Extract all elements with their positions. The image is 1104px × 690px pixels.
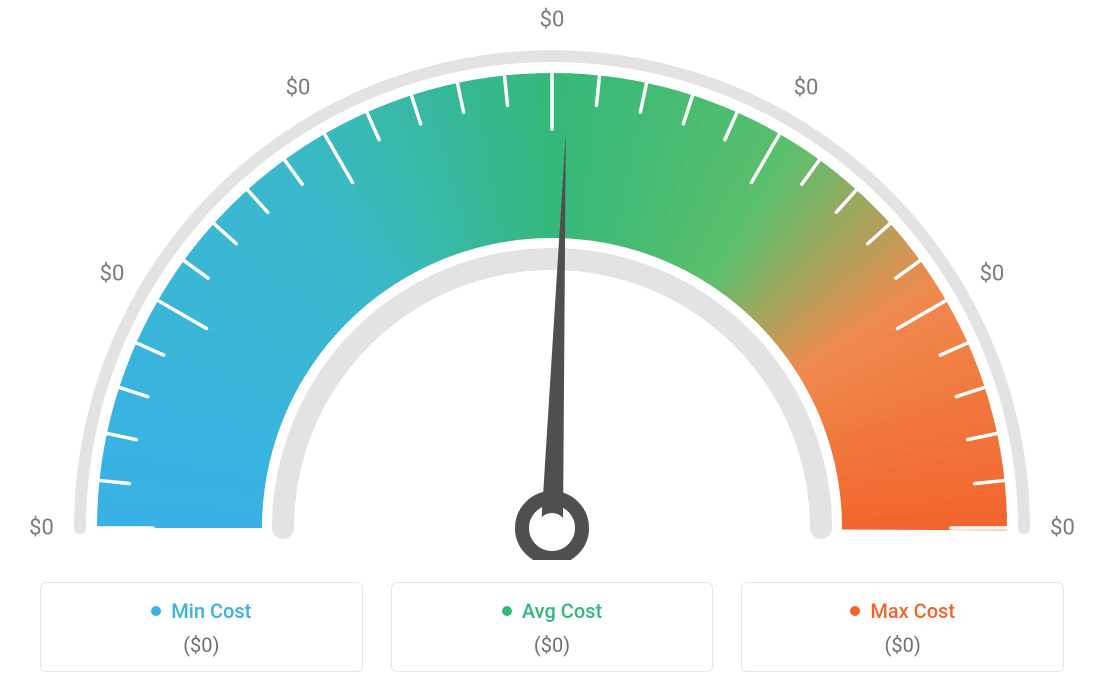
legend-dot-max bbox=[850, 606, 860, 616]
gauge-svg bbox=[0, 0, 1104, 560]
legend-row: Min Cost ($0) Avg Cost ($0) Max Cost ($0… bbox=[40, 582, 1064, 672]
legend-card-min: Min Cost ($0) bbox=[40, 582, 363, 672]
legend-card-avg: Avg Cost ($0) bbox=[391, 582, 714, 672]
legend-card-max: Max Cost ($0) bbox=[741, 582, 1064, 672]
legend-label-min: Min Cost bbox=[171, 599, 251, 623]
legend-title-avg: Avg Cost bbox=[502, 599, 602, 623]
legend-title-max: Max Cost bbox=[850, 599, 955, 623]
gauge-tick-label: $0 bbox=[286, 76, 311, 101]
gauge-tick-label: $0 bbox=[540, 8, 565, 33]
legend-dot-avg bbox=[502, 606, 512, 616]
legend-value-avg: ($0) bbox=[404, 633, 701, 657]
gauge-tick-label: $0 bbox=[1050, 516, 1075, 541]
gauge-container: $0 $0 $0 $0 $0 $0 $0 bbox=[0, 0, 1104, 560]
gauge-tick-label: $0 bbox=[980, 262, 1005, 287]
legend-label-avg: Avg Cost bbox=[522, 599, 602, 623]
legend-dot-min bbox=[151, 606, 161, 616]
gauge-tick-label: $0 bbox=[29, 516, 54, 541]
legend-label-max: Max Cost bbox=[870, 599, 955, 623]
gauge-tick-label: $0 bbox=[794, 76, 819, 101]
legend-value-max: ($0) bbox=[754, 633, 1051, 657]
legend-value-min: ($0) bbox=[53, 633, 350, 657]
legend-title-min: Min Cost bbox=[151, 599, 251, 623]
gauge-tick-label: $0 bbox=[100, 262, 125, 287]
